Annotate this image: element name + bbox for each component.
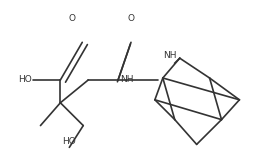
Text: O: O [127, 14, 134, 23]
Text: NH: NH [120, 75, 134, 84]
Text: HO: HO [19, 75, 32, 84]
Text: O: O [69, 14, 76, 23]
Text: HO: HO [62, 137, 76, 146]
Text: NH: NH [163, 51, 176, 60]
